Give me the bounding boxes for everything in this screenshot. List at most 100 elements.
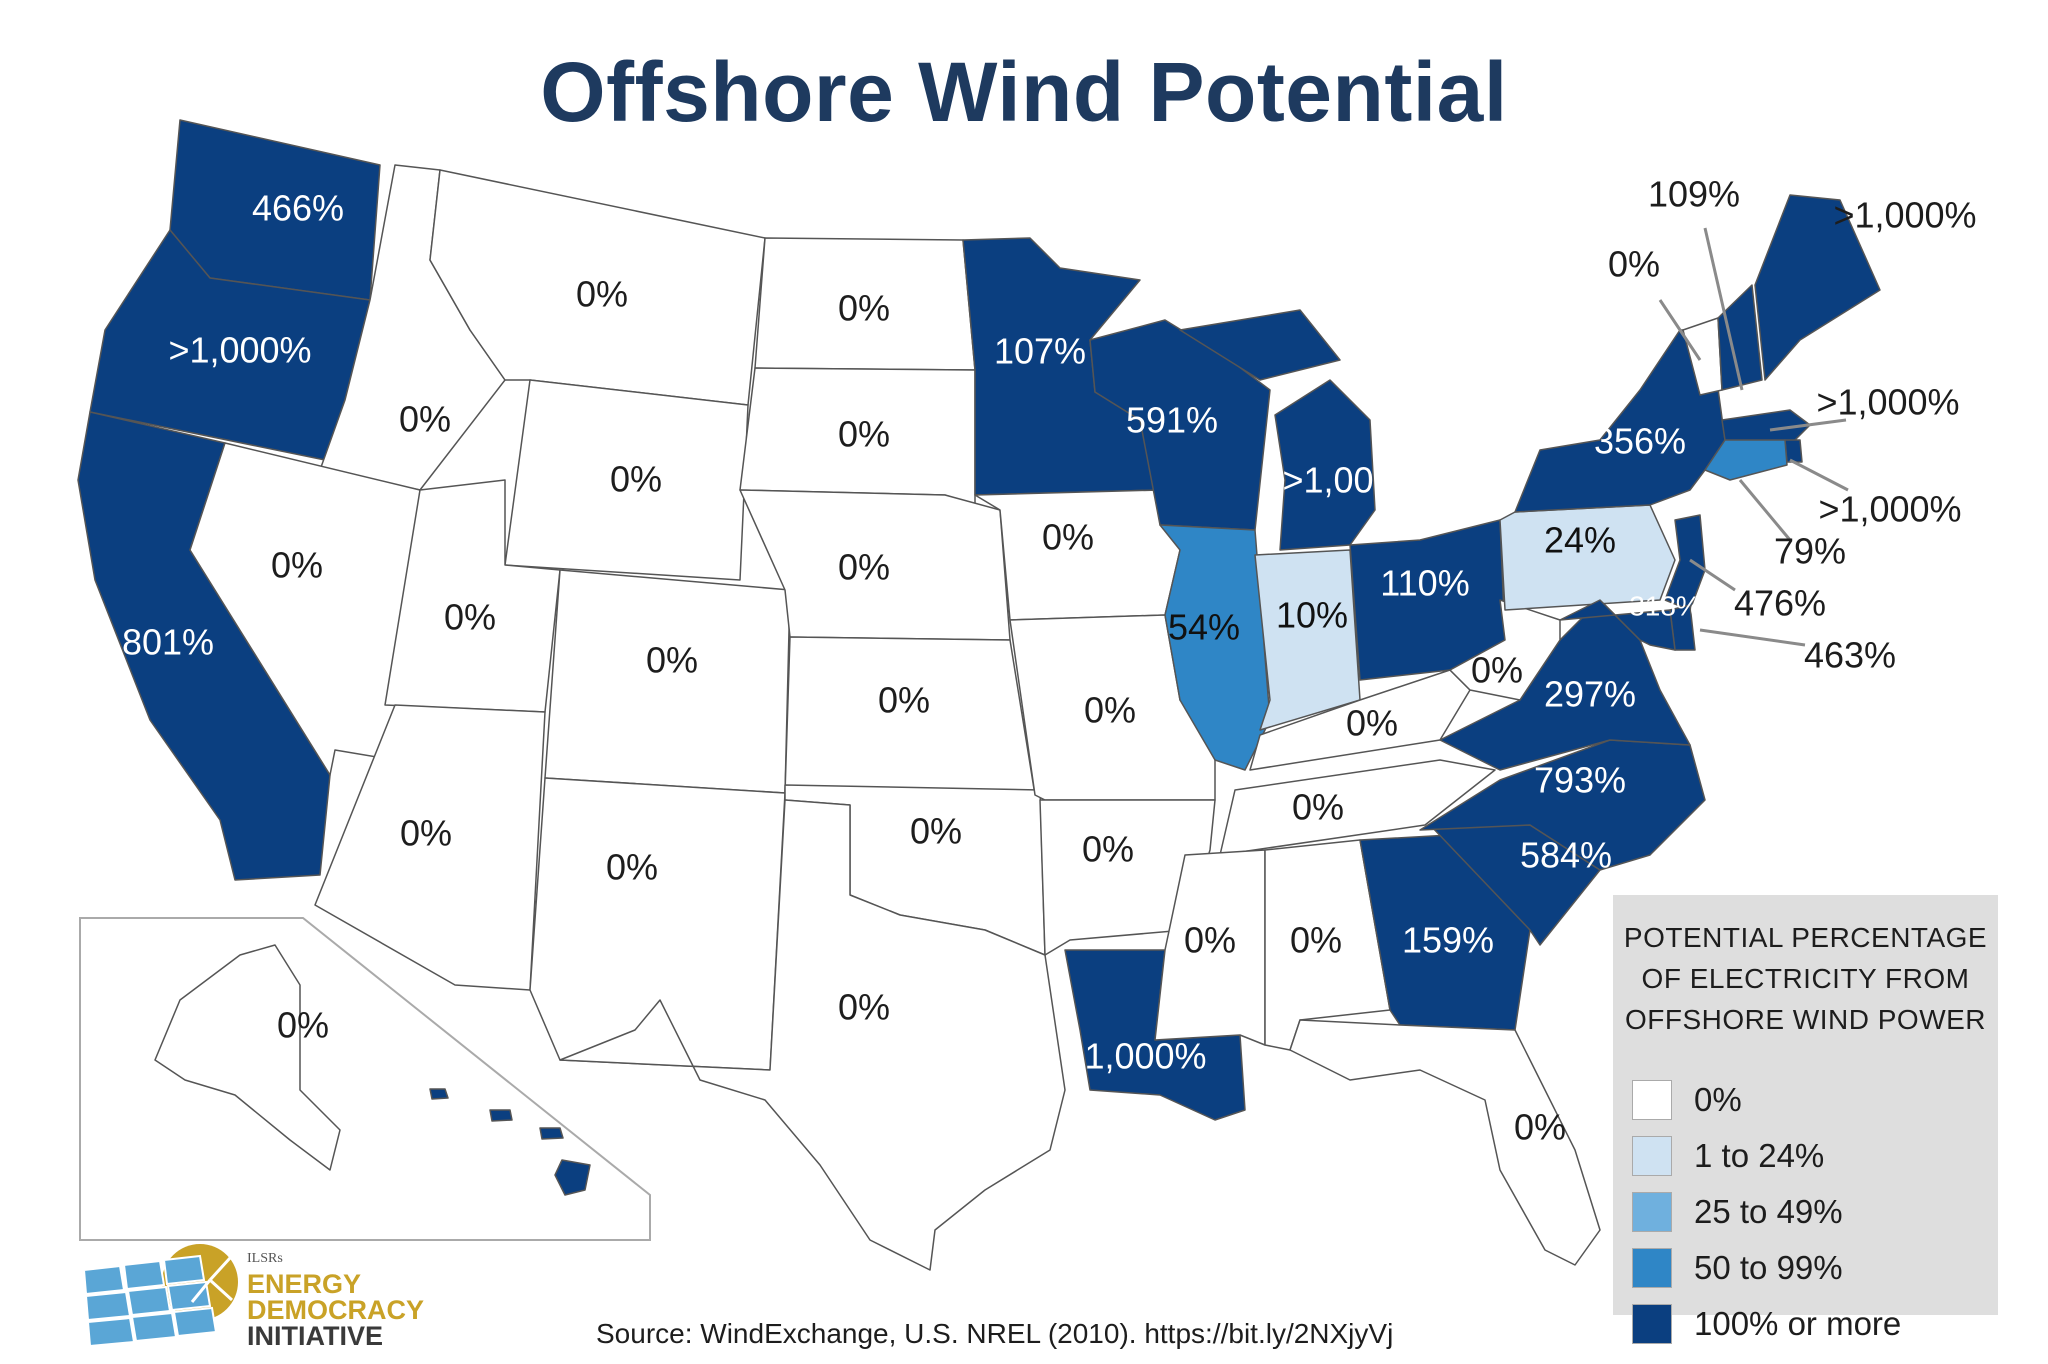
state-label-ar: 0% <box>1082 829 1134 870</box>
inset-frame <box>79 917 651 1241</box>
energy-democracy-logo <box>82 1244 238 1348</box>
state-mi <box>1179 309 1376 551</box>
state-label-al: 0% <box>1290 920 1342 961</box>
state-label-ky: 0% <box>1346 703 1398 744</box>
state-label-ne: 0% <box>838 547 890 588</box>
state-label-va: 297% <box>1544 674 1636 715</box>
state-label-hi: >1,000% <box>398 1149 541 1190</box>
state-label-ia: 0% <box>1042 517 1094 558</box>
legend: POTENTIAL PERCENTAGE OF ELECTRICITY FROM… <box>1613 895 1998 1344</box>
logo-line-1: ENERGY <box>247 1269 362 1299</box>
state-label-ct: 79% <box>1774 531 1846 572</box>
legend-label: 0% <box>1694 1081 1742 1118</box>
state-label-me: >1,000% <box>1833 195 1976 236</box>
state-label-ks: 0% <box>878 680 930 721</box>
state-tx <box>559 799 1066 1271</box>
leader-line-ct <box>1738 479 1792 541</box>
state-label-nj: 476% <box>1734 583 1826 624</box>
state-label-ga: 159% <box>1402 920 1494 961</box>
state-label-pa: 24% <box>1544 520 1616 561</box>
state-label-fl: 0% <box>1514 1107 1566 1148</box>
legend-title-line: POTENTIAL PERCENTAGE <box>1623 922 1988 953</box>
state-label-wi: 591% <box>1126 400 1218 441</box>
leader-line-ma <box>1769 418 1847 432</box>
leader-line-vt <box>1658 299 1702 361</box>
state-ma <box>1721 409 1811 446</box>
state-label-wa: 466% <box>252 188 344 229</box>
legend-label: 25 to 49% <box>1694 1193 1843 1230</box>
logo-line-2: DEMOCRACY <box>247 1295 425 1325</box>
state-label-vt: 0% <box>1608 244 1660 285</box>
state-label-mi: >1,000% <box>1282 460 1425 501</box>
state-ak <box>154 944 341 1171</box>
state-label-tn: 0% <box>1292 787 1344 828</box>
state-az <box>314 704 546 991</box>
legend-item-3: 50 to 99% <box>1632 1240 1998 1296</box>
legend-swatch <box>1632 1080 1672 1120</box>
state-label-ut: 0% <box>444 597 496 638</box>
state-tn <box>1219 759 1496 856</box>
legend-label: 1 to 24% <box>1694 1137 1825 1174</box>
legend-item-1: 1 to 24% <box>1632 1128 1998 1184</box>
legend-swatch <box>1632 1192 1672 1232</box>
state-hi <box>429 1088 591 1196</box>
state-label-il: 54% <box>1168 607 1240 648</box>
state-co <box>544 569 791 794</box>
state-label-mn: 107% <box>994 331 1086 372</box>
state-ri <box>1784 439 1803 463</box>
state-label-wv: 0% <box>1471 650 1523 691</box>
state-label-in: 10% <box>1276 595 1348 636</box>
state-label-co: 0% <box>646 640 698 681</box>
legend-label: 100% or more <box>1694 1305 1902 1342</box>
legend-item-4: 100% or more <box>1632 1296 1998 1352</box>
legend-title: POTENTIAL PERCENTAGE OF ELECTRICITY FROM… <box>1623 917 1988 1040</box>
state-label-md: 318% <box>1629 590 1701 621</box>
state-label-ma: >1,000% <box>1816 382 1959 423</box>
state-label-de: 463% <box>1804 635 1896 676</box>
logo-small-text: ILSRs <box>247 1251 283 1266</box>
legend-title-line: OFFSHORE WIND POWER <box>1624 1004 1987 1035</box>
state-nc <box>1419 739 1706 871</box>
legend-item-2: 25 to 49% <box>1632 1184 1998 1240</box>
state-fl <box>1289 1019 1601 1266</box>
leader-line-ri <box>1789 458 1849 492</box>
source-note: Source: WindExchange, U.S. NREL (2010). … <box>596 1318 1394 1349</box>
state-label-ok: 0% <box>910 811 962 852</box>
state-label-ca: 801% <box>122 622 214 663</box>
state-label-nv: 0% <box>271 545 323 586</box>
state-wy <box>504 379 749 581</box>
state-label-id: 0% <box>399 399 451 440</box>
state-nh <box>1717 284 1763 391</box>
state-label-nm: 0% <box>606 847 658 888</box>
legend-swatch <box>1632 1304 1672 1344</box>
state-label-sd: 0% <box>838 414 890 455</box>
leader-line-nj <box>1689 558 1736 592</box>
state-label-or: >1,000% <box>168 330 311 371</box>
state-in <box>1254 549 1361 731</box>
state-label-ms: 0% <box>1184 920 1236 961</box>
state-label-az: 0% <box>400 813 452 854</box>
legend-item-0: 0% <box>1632 1072 1998 1128</box>
leader-line-de <box>1699 628 1806 647</box>
state-label-ak: 0% <box>277 1005 329 1046</box>
state-label-tx: 0% <box>838 987 890 1028</box>
logo-line-3: INITIATIVE <box>247 1321 384 1351</box>
state-md <box>1559 599 1676 651</box>
state-label-mt: 0% <box>576 274 628 315</box>
state-label-wy: 0% <box>610 459 662 500</box>
legend-items: 0% 1 to 24% 25 to 49% 50 to 99% 100% or … <box>1632 1072 1998 1352</box>
state-ct <box>1704 439 1788 481</box>
state-label-ny: 356% <box>1594 421 1686 462</box>
legend-title-line: OF ELECTRICITY FROM <box>1641 963 1970 994</box>
state-label-nc: 793% <box>1534 760 1626 801</box>
state-label-oh: 110% <box>1380 563 1469 604</box>
legend-swatch <box>1632 1248 1672 1288</box>
state-label-ri: >1,000% <box>1818 489 1961 530</box>
state-label-la: >1,000% <box>1063 1036 1206 1077</box>
state-label-sc: 584% <box>1520 835 1612 876</box>
state-wv <box>1449 599 1561 701</box>
leader-line-nh <box>1703 227 1744 391</box>
map-title: Offshore Wind Potential <box>540 45 1508 139</box>
state-label-nd: 0% <box>838 288 890 329</box>
